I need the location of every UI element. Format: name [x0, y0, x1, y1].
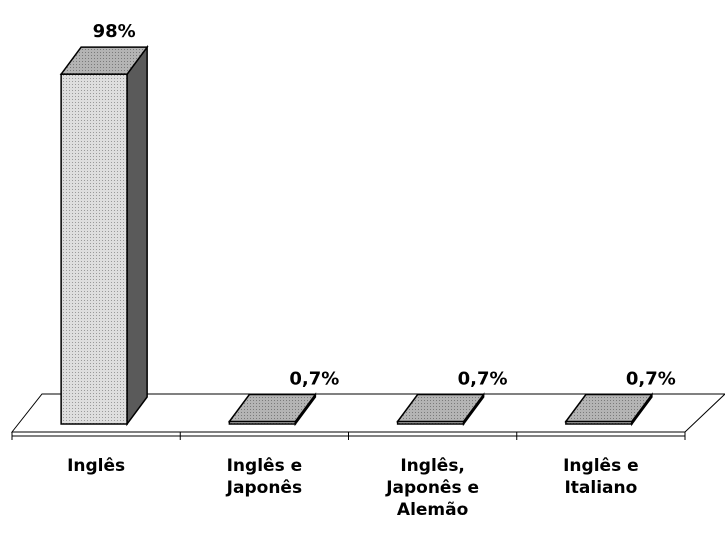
bar-top: [59, 46, 149, 75]
bar: [564, 392, 654, 427]
category-label: Japonês: [226, 478, 302, 498]
bar-top: [227, 393, 317, 423]
data-label: 0,7%: [458, 369, 508, 390]
bar: [396, 392, 486, 427]
bar-side: [126, 44, 148, 427]
chart-floor: [10, 393, 725, 433]
data-label: 98%: [93, 21, 136, 42]
bar: [59, 44, 149, 427]
data-label: 0,7%: [289, 369, 339, 390]
category-label: Inglês e: [227, 456, 303, 476]
category-label: Inglês e: [563, 456, 639, 476]
category-label: Japonês e: [385, 478, 479, 498]
data-label: 0,7%: [626, 369, 676, 390]
category-label: Inglês,: [400, 456, 465, 476]
bar-top: [564, 393, 654, 423]
bar-front: [60, 73, 128, 425]
bar: [227, 392, 317, 427]
category-label: Alemão: [397, 500, 468, 520]
category-label: Italiano: [564, 478, 637, 498]
bar-top: [396, 393, 486, 423]
category-label: Inglês: [67, 456, 125, 476]
